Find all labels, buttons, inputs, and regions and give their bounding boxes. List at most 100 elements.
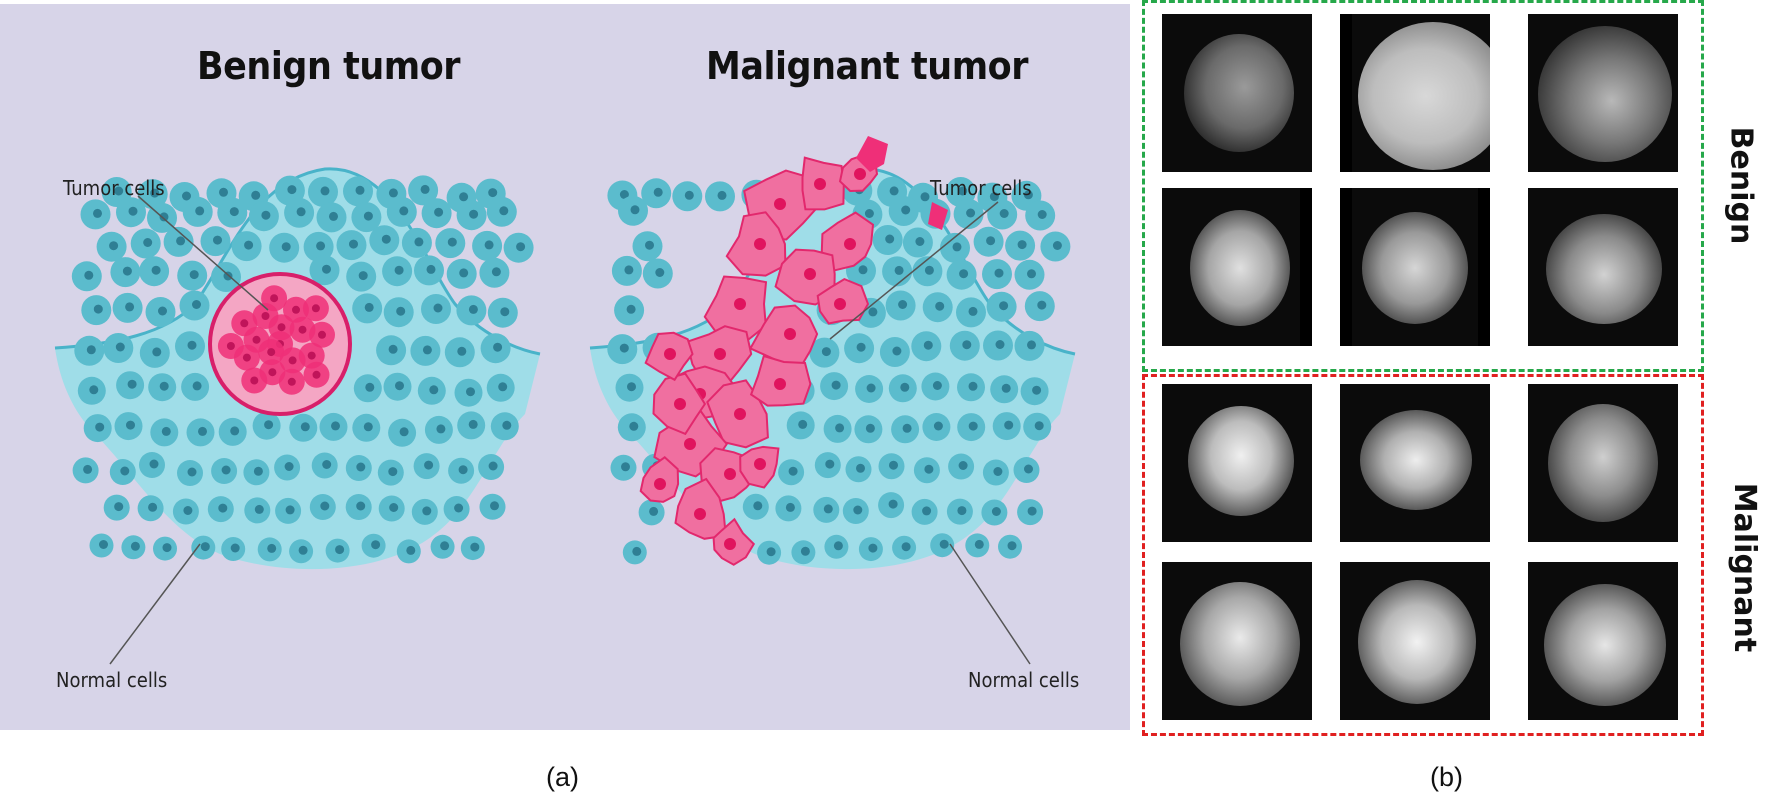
malignant-cell-nucleus <box>958 186 968 196</box>
benign-cell-nucleus <box>394 265 404 275</box>
benign-tumor-nucleus <box>288 356 297 365</box>
malignant-cell-nucleus <box>889 186 899 196</box>
benign-cell-nucleus <box>126 420 135 430</box>
malignant-cell-nucleus <box>868 307 878 317</box>
malignant-tumor-nucleus <box>774 378 786 390</box>
benign-cell-nucleus <box>200 542 210 552</box>
malignant-tumor-nucleus <box>834 298 846 310</box>
benign-cell-nucleus <box>122 266 132 276</box>
benign-cell-nucleus <box>198 426 207 436</box>
benign-cell-nucleus <box>365 382 375 392</box>
benign-cell-nucleus <box>253 466 263 476</box>
benign-mammogram-4 <box>1162 188 1312 346</box>
malignant-cell-nucleus <box>915 237 925 246</box>
benign-cell-nucleus <box>459 192 469 202</box>
benign-cell-nucleus <box>420 184 430 194</box>
malignant-mammogram-5 <box>1340 562 1490 720</box>
malignant-tumor-nucleus <box>854 168 866 180</box>
benign-cell-nucleus <box>192 300 201 309</box>
malignant-cell-nucleus <box>858 265 868 275</box>
benign-cell-nucleus <box>331 421 340 431</box>
malignant-cell-nucleus <box>935 301 945 311</box>
benign-cell-nucleus <box>159 212 169 222</box>
benign-cell-nucleus <box>219 187 228 197</box>
benign-cell-nucleus <box>151 265 161 275</box>
malignant-cell-nucleus <box>833 541 843 551</box>
caption-b: (b) <box>1430 762 1463 792</box>
malignant-cell-nucleus <box>753 501 763 511</box>
malignant-tumor-nucleus <box>654 478 666 490</box>
benign-mammogram-5 <box>1340 188 1490 346</box>
benign-cell-nucleus <box>440 541 450 551</box>
malignant-escaped-cell <box>928 202 948 230</box>
benign-cell-nucleus <box>95 422 105 432</box>
malignant-tumor-nucleus <box>734 298 746 310</box>
benign-cell-nucleus <box>433 303 443 313</box>
malignant-mammogram-1 <box>1162 384 1312 542</box>
malignant-cell-nucleus <box>621 462 630 472</box>
malignant-normal-leader <box>949 543 1031 665</box>
benign-cell-nucleus <box>388 344 398 354</box>
malignant-cell-nucleus <box>856 463 865 473</box>
malignant-cell-nucleus <box>1017 240 1027 250</box>
malignant-tumor-nucleus <box>714 348 726 360</box>
benign-cell-nucleus <box>264 420 274 430</box>
benign-cell-nucleus <box>422 345 432 355</box>
benign-tumor-nucleus <box>250 376 259 385</box>
benign-group-box <box>1142 0 1704 372</box>
malignant-cell-nucleus <box>986 236 996 246</box>
benign-cell-nucleus <box>322 264 331 274</box>
malignant-cell-nucleus <box>1023 190 1033 200</box>
malignant-cell-nucleus <box>922 506 932 516</box>
malignant-cell-nucleus <box>962 340 972 350</box>
benign-cell-nucleus <box>183 506 193 515</box>
benign-cell-nucleus <box>356 462 366 472</box>
benign-cell-nucleus <box>358 271 368 281</box>
malignant-cell-nucleus <box>1027 506 1037 516</box>
benign-cell-nucleus <box>488 461 498 471</box>
malignant-cell-nucleus <box>821 347 831 357</box>
benign-cell-nucleus <box>93 304 103 314</box>
malignant-mammogram-3 <box>1528 384 1678 542</box>
malignant-cell-nucleus <box>1052 241 1062 250</box>
benign-cell-nucleus <box>296 207 306 217</box>
benign-row-label: Benign <box>1723 126 1759 245</box>
benign-tumor-nucleus <box>240 319 249 328</box>
benign-tumor-leader <box>137 195 269 311</box>
malignant-cell-nucleus <box>649 506 659 516</box>
malignant-cell-nucleus <box>865 423 875 433</box>
malignant-cell-nucleus <box>1027 340 1036 350</box>
benign-cell-nucleus <box>395 381 404 391</box>
benign-cell-nucleus <box>218 503 228 513</box>
benign-normal-cells-label: Normal cells <box>56 668 168 692</box>
benign-cell-nucleus <box>285 505 295 515</box>
benign-cell-nucleus <box>381 234 391 244</box>
malignant-cell-nucleus <box>999 301 1009 311</box>
benign-cell-nucleus <box>261 210 271 220</box>
benign-cell-nucleus <box>499 206 509 216</box>
benign-tumor-nucleus <box>312 370 321 379</box>
benign-cell-nucleus <box>93 208 102 218</box>
malignant-cell-nucleus <box>853 505 863 515</box>
malignant-cell-nucleus <box>923 340 933 350</box>
malignant-cell-nucleus <box>864 209 874 218</box>
malignant-mammogram-2 <box>1340 384 1490 542</box>
malignant-tumor-cells-label: Tumor cells <box>930 176 1032 200</box>
malignant-tumor-nucleus <box>774 198 786 210</box>
benign-cell-nucleus <box>363 422 373 432</box>
malignant-cell-nucleus <box>952 242 962 252</box>
benign-cell-nucleus <box>426 264 436 274</box>
benign-cell-nucleus <box>115 342 125 352</box>
benign-cell-nucleus <box>89 385 99 395</box>
malignant-cell-nucleus <box>684 190 694 200</box>
malignant-cell-nucleus <box>788 466 798 476</box>
malignant-cell-nucleus <box>974 539 984 549</box>
benign-cell-nucleus <box>454 503 464 513</box>
malignant-cell-nucleus <box>630 205 640 215</box>
benign-tumor-nucleus <box>311 304 320 313</box>
benign-cell-nucleus <box>434 207 444 217</box>
malignant-cell-nucleus <box>800 546 810 556</box>
malignant-cell-nucleus <box>1001 383 1011 393</box>
malignant-tumor-cell <box>703 275 768 343</box>
benign-tumor-nucleus <box>277 323 286 332</box>
